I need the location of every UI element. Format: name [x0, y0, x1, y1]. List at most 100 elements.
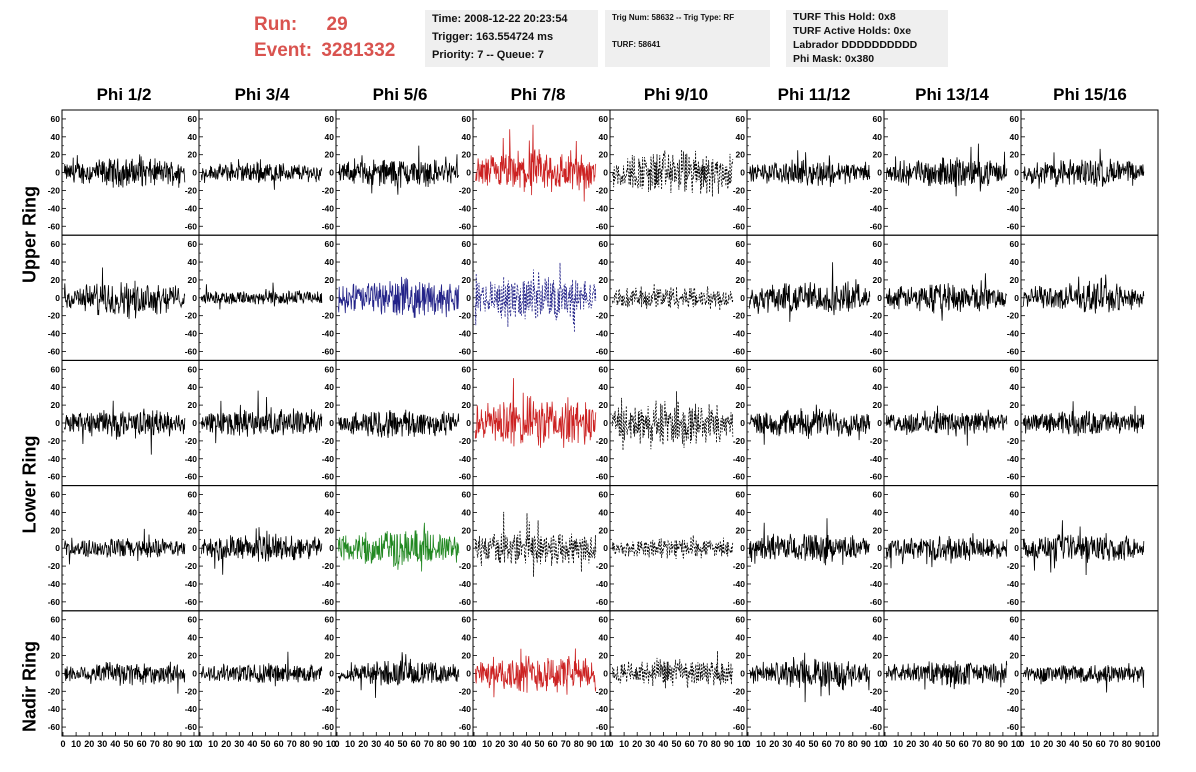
y-tick-label: 0 [55, 168, 60, 178]
x-tick-label: 10 [619, 739, 629, 749]
waveform-trace [1022, 274, 1145, 314]
y-tick-label: -20 [870, 561, 883, 571]
y-tick-label: -20 [733, 311, 746, 321]
y-tick-label: -60 [596, 472, 609, 482]
x-tick-label: 20 [632, 739, 642, 749]
x-tick-label: 80 [848, 739, 858, 749]
y-tick-label: -40 [1007, 203, 1020, 213]
waveform-panel: -60 -40 -20 0 20 40 60 [185, 359, 337, 487]
waveform-panel: -60 -40 -20 0 20 40 60 [322, 359, 474, 487]
y-tick-label: 0 [466, 293, 471, 303]
column-title-phi-7-8: Phi 7/8 [510, 85, 566, 104]
turf-active-holds-text: TURF Active Holds: 0xe [793, 25, 912, 37]
column-title-phi-13-14: Phi 13/14 [915, 85, 989, 104]
waveform-trace [337, 409, 460, 438]
x-tick-label: 90 [861, 739, 871, 749]
x-tick-label: 40 [247, 739, 257, 749]
column-title-phi-11-12: Phi 11/12 [777, 85, 851, 104]
x-tick-label: 80 [574, 739, 584, 749]
y-tick-label: 40 [462, 382, 472, 392]
y-tick-label: 60 [599, 615, 609, 625]
y-tick-label: -20 [870, 311, 883, 321]
y-tick-label: 40 [188, 132, 198, 142]
y-tick-label: -60 [733, 346, 746, 356]
y-tick-label: -20 [733, 561, 746, 571]
y-tick-label: -60 [459, 597, 472, 607]
y-tick-label: -20 [596, 185, 609, 195]
waveform-trace [64, 661, 186, 694]
y-tick-label: -60 [322, 722, 335, 732]
x-tick-label: 50 [1082, 739, 1092, 749]
y-tick-label: -20 [733, 185, 746, 195]
y-tick-label: 0 [603, 668, 608, 678]
column-title-phi-3-4: Phi 3/4 [234, 85, 290, 104]
x-tick-label: 80 [711, 739, 721, 749]
y-tick-label: 40 [736, 382, 746, 392]
x-tick-label: 60 [1096, 739, 1106, 749]
y-tick-label: 20 [736, 275, 746, 285]
y-tick-label: -60 [459, 346, 472, 356]
y-tick-label: 40 [873, 257, 883, 267]
y-tick-label: -20 [596, 686, 609, 696]
x-tick-label: 60 [685, 739, 695, 749]
x-tick-label: 10 [756, 739, 766, 749]
y-tick-label: 20 [188, 525, 198, 535]
y-tick-label: 0 [603, 293, 608, 303]
waveform-trace [63, 400, 186, 455]
y-tick-label: 20 [51, 275, 61, 285]
y-tick-label: -20 [48, 561, 61, 571]
x-tick-label: 0 [334, 739, 339, 749]
phi-mask-text: Phi Mask: 0x380 [793, 53, 875, 65]
event-value: 3281332 [321, 40, 396, 61]
y-tick-label: -40 [733, 454, 746, 464]
x-tick-label: 70 [972, 739, 982, 749]
y-tick-label: -20 [322, 686, 335, 696]
y-tick-label: 60 [599, 239, 609, 249]
waveform-panel: -60 -40 -20 0 20 40 60 [733, 109, 885, 236]
y-tick-label: -20 [596, 311, 609, 321]
y-tick-label: -40 [185, 329, 198, 339]
y-tick-label: 60 [325, 239, 335, 249]
y-tick-label: 20 [873, 400, 883, 410]
waveform-trace [337, 652, 460, 698]
y-tick-label: 0 [740, 668, 745, 678]
y-tick-label: 40 [736, 507, 746, 517]
y-tick-label: -40 [870, 454, 883, 464]
y-tick-label: 0 [192, 293, 197, 303]
y-tick-label: 60 [325, 364, 335, 374]
y-tick-label: 20 [325, 150, 335, 160]
y-tick-label: -60 [1007, 722, 1020, 732]
y-tick-label: -20 [185, 686, 198, 696]
y-tick-label: 20 [462, 651, 472, 661]
y-tick-label: 0 [329, 418, 334, 428]
y-tick-label: -40 [1007, 704, 1020, 714]
waveform-trace [611, 391, 734, 451]
y-tick-label: -40 [185, 203, 198, 213]
priority-text: Priority: 7 -- Queue: 7 [432, 49, 544, 61]
x-tick-label: 80 [300, 739, 310, 749]
x-tick-label: 70 [150, 739, 160, 749]
y-tick-label: 60 [599, 114, 609, 124]
y-tick-label: -20 [596, 561, 609, 571]
y-tick-label: 20 [1010, 150, 1020, 160]
y-tick-label: -60 [733, 472, 746, 482]
waveform-panel: -60 -40 -20 0 20 40 60 [870, 359, 1022, 487]
x-tick-label: 40 [384, 739, 394, 749]
waveform-trace [611, 283, 734, 311]
y-tick-label: 40 [188, 382, 198, 392]
waveform-trace [1022, 148, 1145, 189]
y-tick-label: -20 [322, 311, 335, 321]
waveform-panel: -60 -40 -20 0 20 40 60 [1007, 234, 1159, 361]
y-tick-label: 60 [51, 364, 61, 374]
y-tick-label: 60 [188, 364, 198, 374]
y-tick-label: -20 [870, 686, 883, 696]
y-tick-label: 40 [873, 507, 883, 517]
y-tick-label: 20 [1010, 400, 1020, 410]
y-tick-label: -40 [870, 203, 883, 213]
y-tick-label: -60 [185, 221, 198, 231]
y-tick-label: 60 [188, 114, 198, 124]
y-tick-label: 20 [51, 651, 61, 661]
waveform-panel: -60 -40 -20 0 20 40 60 [459, 109, 611, 236]
waveform-panel: -60 -40 -20 0 20 40 60 [596, 359, 748, 487]
y-tick-label: -20 [459, 436, 472, 446]
